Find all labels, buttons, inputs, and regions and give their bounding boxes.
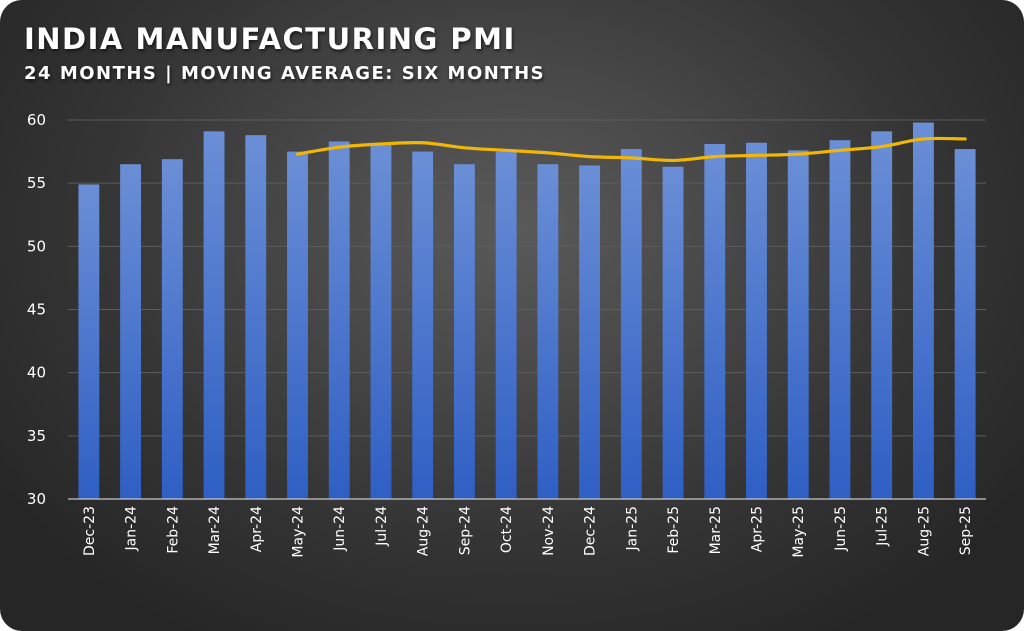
y-tick-label: 30 xyxy=(27,490,46,508)
x-tick-label: Nov-24 xyxy=(541,506,557,556)
x-tick-label: Feb-25 xyxy=(666,506,682,554)
bar xyxy=(912,122,934,499)
bar xyxy=(662,166,684,499)
x-tick-label: Jun-24 xyxy=(332,506,348,552)
moving-average-line xyxy=(295,136,967,163)
x-tick-label: Jul-25 xyxy=(875,506,891,547)
x-tick-label: Dec-23 xyxy=(82,506,98,556)
y-tick-label: 45 xyxy=(27,301,46,319)
chart-title: INDIA MANUFACTURING PMI xyxy=(24,22,516,56)
x-tick-label: Jan-24 xyxy=(124,506,140,552)
x-tick-label: May-25 xyxy=(791,506,807,558)
x-tick-label: Oct-24 xyxy=(499,506,515,553)
x-tick-label: Mar-24 xyxy=(207,506,223,554)
bar xyxy=(746,142,767,500)
y-tick-label: 40 xyxy=(27,364,46,382)
bar xyxy=(328,141,350,499)
bar xyxy=(871,131,893,499)
moving-average-series xyxy=(295,136,967,163)
bar xyxy=(412,151,434,500)
bar xyxy=(954,149,976,499)
bar xyxy=(453,164,475,499)
x-tick-label: Apr-24 xyxy=(249,506,265,552)
x-tick-label: Jan-25 xyxy=(624,506,640,551)
x-tick-label: May-24 xyxy=(291,506,307,558)
bar xyxy=(120,164,142,499)
x-tick-label: Jun-25 xyxy=(833,506,849,552)
x-tick-label: Mar-25 xyxy=(708,506,724,554)
y-tick-label: 35 xyxy=(27,427,46,445)
bar xyxy=(370,144,392,499)
x-tick-label: Feb-24 xyxy=(165,506,181,554)
bar xyxy=(161,159,183,499)
y-axis-ticks: 30 35 40 45 50 55 60 xyxy=(27,111,46,508)
x-tick-label: Sep-25 xyxy=(958,506,974,555)
bar xyxy=(787,150,809,499)
x-tick-label: Apr-25 xyxy=(750,506,766,552)
x-tick-label: Sep-24 xyxy=(457,506,473,555)
y-tick-label: 60 xyxy=(27,111,46,129)
bar xyxy=(287,151,308,500)
x-tick-label: Aug-24 xyxy=(416,506,432,556)
x-tick-label: Aug-25 xyxy=(916,506,932,556)
bar xyxy=(245,135,267,499)
bar xyxy=(537,164,559,499)
bar xyxy=(620,149,642,499)
bar xyxy=(203,131,225,499)
bar xyxy=(704,144,726,499)
x-tick-label: Jul-24 xyxy=(374,506,390,547)
bar xyxy=(78,184,100,499)
y-tick-label: 50 xyxy=(27,237,46,255)
x-axis-ticks: Dec-23 Jan-24 Feb-24 Mar-24 Apr-24 May-24 Jun-… xyxy=(82,506,974,558)
bar xyxy=(829,140,851,500)
bar xyxy=(579,165,601,500)
x-tick-label: Dec-24 xyxy=(583,506,599,556)
chart-subtitle: 24 MONTHS | MOVING AVERAGE: SIX MONTHS xyxy=(24,63,546,84)
bar xyxy=(495,151,517,500)
y-tick-label: 55 xyxy=(27,174,46,192)
bar-series xyxy=(78,122,976,500)
